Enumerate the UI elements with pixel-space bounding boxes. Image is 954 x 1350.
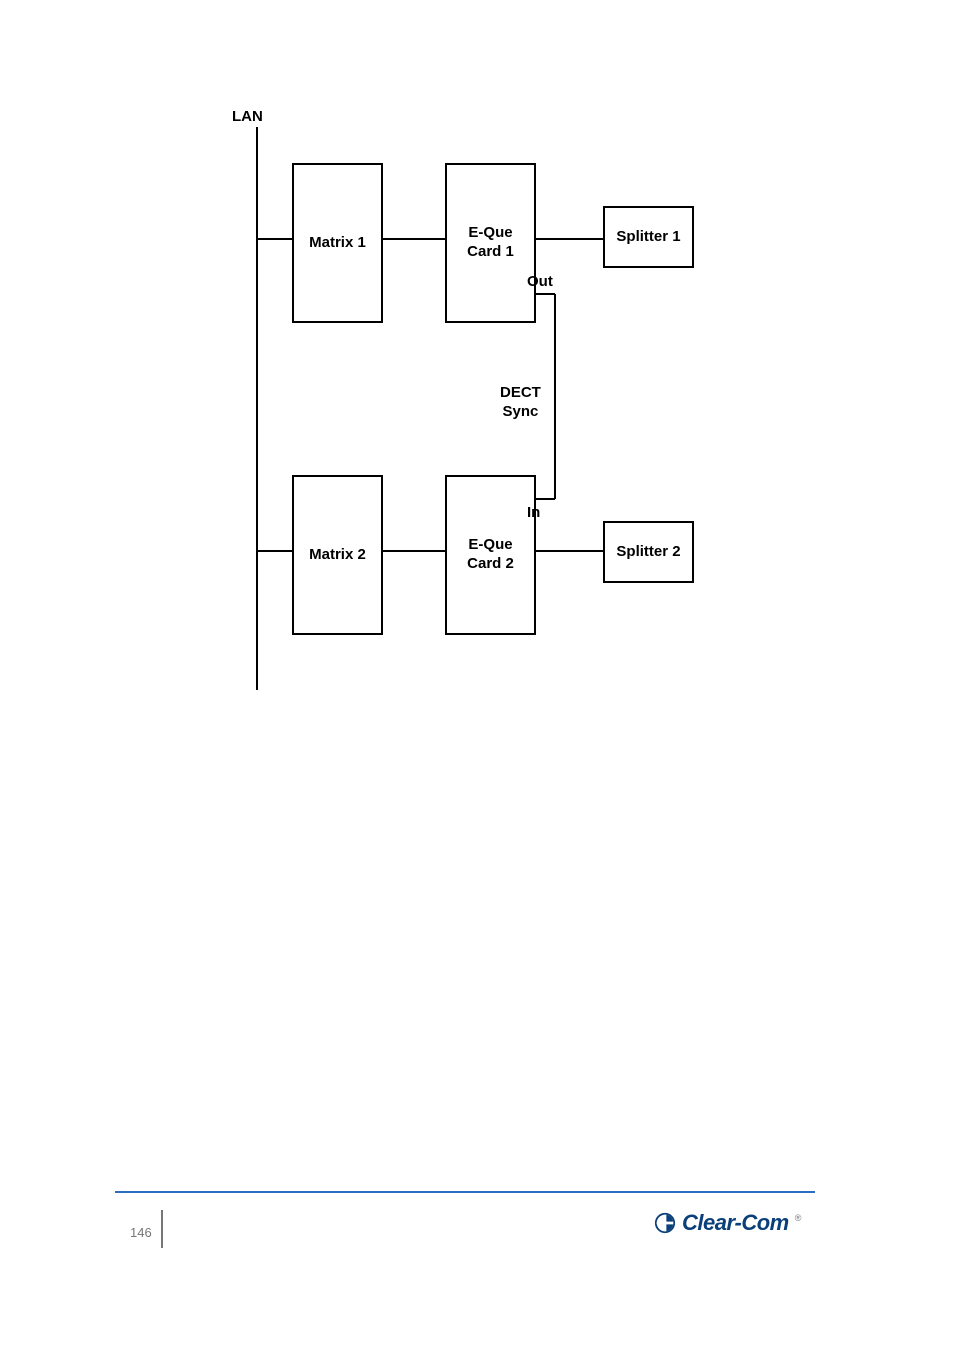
node-matrix2: Matrix 2 (292, 475, 383, 635)
node-splitter1: Splitter 1 (603, 206, 694, 268)
dect-sync-line2: Sync (502, 403, 538, 420)
node-matrix1: Matrix 1 (292, 163, 383, 323)
lan-label: LAN (232, 108, 263, 125)
footer-rule (115, 1191, 815, 1193)
node-eque1: E-QueCard 1 (445, 163, 536, 323)
brand-name: Clear-Com (682, 1210, 789, 1236)
dect-sync-label: DECT Sync (500, 384, 541, 422)
port-label-out: Out (527, 273, 553, 290)
page: LAN DECT Sync 146 Clear-Com ® Matrix 1 E-… (0, 0, 954, 1350)
port-label-in: In (527, 504, 540, 521)
brand-logo: Clear-Com ® (654, 1210, 801, 1236)
registered-mark: ® (795, 1213, 802, 1223)
clearcom-icon (654, 1212, 676, 1234)
page-number: 146 (130, 1225, 152, 1240)
node-splitter2: Splitter 2 (603, 521, 694, 583)
dect-sync-line1: DECT (500, 384, 541, 401)
node-eque2: E-QueCard 2 (445, 475, 536, 635)
